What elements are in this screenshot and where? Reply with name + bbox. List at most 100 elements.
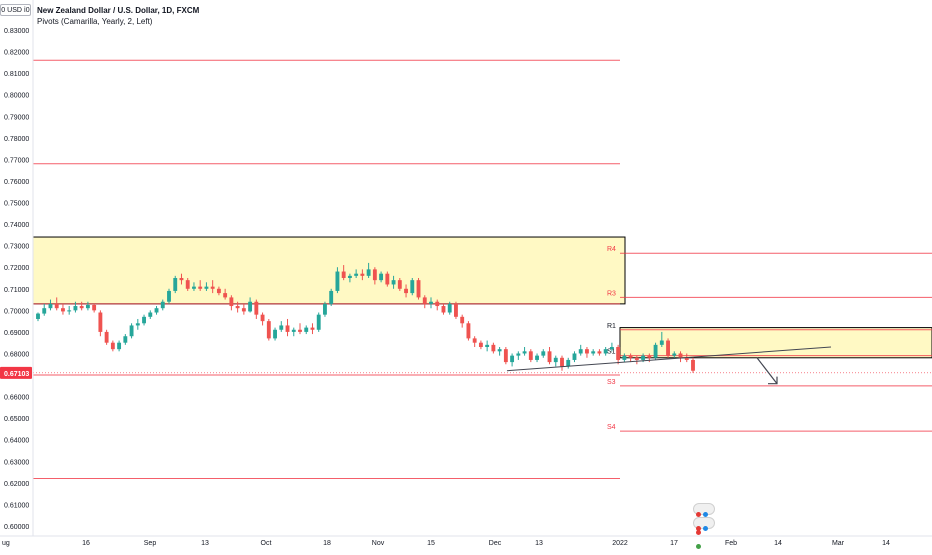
candle-body[interactable] [216, 288, 221, 294]
forecast-arrow-shaft[interactable] [756, 357, 778, 385]
candle-body[interactable] [42, 308, 47, 314]
candle-body[interactable] [691, 359, 695, 371]
candle-body[interactable] [684, 357, 689, 360]
candle-body[interactable] [310, 327, 315, 330]
candle-body[interactable] [404, 288, 408, 294]
candle-body[interactable] [135, 323, 140, 326]
candle-body[interactable] [160, 301, 165, 309]
candle-body[interactable] [67, 310, 72, 312]
economic-event-icon[interactable] [693, 517, 715, 549]
candle-body[interactable] [304, 327, 309, 332]
candle-body[interactable] [609, 347, 614, 350]
candle-body[interactable] [659, 340, 664, 345]
candle-body[interactable] [117, 342, 122, 350]
candle-body[interactable] [416, 280, 421, 298]
candle-body[interactable] [379, 273, 384, 281]
candle-body[interactable] [110, 342, 115, 350]
candle-body[interactable] [628, 355, 633, 358]
candle-body[interactable] [316, 314, 321, 330]
candle-body[interactable] [347, 275, 352, 278]
economic-event-icon[interactable] [693, 503, 715, 535]
candle-body[interactable] [279, 325, 284, 330]
trendline[interactable] [506, 346, 832, 372]
candle-body[interactable] [204, 286, 209, 289]
currency-button[interactable]: 0 USD ⅰ0 [0, 4, 31, 16]
candle-body[interactable] [229, 297, 234, 307]
candle-body[interactable] [360, 273, 365, 276]
candle-body[interactable] [185, 280, 190, 289]
candle-body[interactable] [422, 297, 427, 304]
candle-body[interactable] [585, 349, 589, 354]
candle-body[interactable] [260, 314, 265, 322]
candle-body[interactable] [553, 357, 558, 363]
candle-body[interactable] [254, 301, 259, 315]
supply-demand-zone[interactable] [32, 236, 626, 305]
candle-body[interactable] [622, 355, 627, 360]
candle-body[interactable] [560, 357, 564, 367]
candle-body[interactable] [36, 313, 40, 319]
candle-body[interactable] [61, 308, 65, 312]
candle-body[interactable] [522, 351, 527, 354]
candle-body[interactable] [98, 312, 103, 332]
candle-body[interactable] [79, 306, 84, 309]
candle-body[interactable] [541, 351, 546, 356]
candle-body[interactable] [672, 353, 677, 356]
candle-body[interactable] [447, 303, 452, 313]
candle-body[interactable] [167, 290, 171, 302]
candle-body[interactable] [92, 304, 97, 311]
candle-body[interactable] [591, 351, 596, 354]
candle-body[interactable] [460, 316, 465, 324]
candle-body[interactable] [410, 280, 415, 294]
candle-body[interactable] [291, 329, 296, 332]
candle-body[interactable] [104, 331, 109, 343]
candle-body[interactable] [329, 290, 334, 304]
candle-body[interactable] [192, 286, 196, 289]
candle-body[interactable] [266, 321, 271, 339]
candle-body[interactable] [597, 351, 602, 354]
candle-body[interactable] [485, 344, 490, 348]
candle-body[interactable] [129, 325, 134, 337]
candle-body[interactable] [85, 304, 90, 309]
candle-body[interactable] [335, 271, 340, 291]
candle-body[interactable] [497, 349, 502, 352]
candle-body[interactable] [123, 336, 128, 343]
candle-body[interactable] [429, 301, 433, 304]
candle-body[interactable] [653, 344, 658, 358]
candle-body[interactable] [179, 278, 184, 281]
candle-body[interactable] [148, 312, 153, 317]
candle-body[interactable] [341, 271, 346, 278]
candle-body[interactable] [441, 306, 446, 313]
candle-body[interactable] [478, 342, 483, 348]
candle-body[interactable] [510, 355, 515, 363]
candle-body[interactable] [198, 286, 203, 289]
candle-body[interactable] [210, 286, 215, 289]
candle-body[interactable] [528, 351, 533, 360]
candle-body[interactable] [472, 338, 477, 343]
candle-body[interactable] [235, 306, 240, 309]
candle-body[interactable] [503, 349, 508, 363]
candle-body[interactable] [73, 306, 78, 311]
candle-body[interactable] [454, 303, 458, 317]
candle-body[interactable] [154, 308, 159, 313]
candle-body[interactable] [323, 303, 327, 315]
candle-body[interactable] [516, 353, 521, 356]
candle-body[interactable] [354, 273, 359, 276]
candle-body[interactable] [641, 355, 646, 360]
candle-body[interactable] [435, 301, 440, 307]
candle-body[interactable] [366, 269, 371, 276]
candle-body[interactable] [223, 293, 228, 298]
candle-body[interactable] [54, 303, 59, 309]
candle-body[interactable] [666, 340, 670, 356]
candle-body[interactable] [572, 353, 577, 360]
candle-body[interactable] [603, 349, 608, 354]
candle-body[interactable] [634, 357, 639, 360]
candle-body[interactable] [491, 344, 496, 352]
candle-body[interactable] [285, 325, 290, 332]
candle-body[interactable] [385, 273, 390, 285]
candle-body[interactable] [678, 353, 683, 358]
candle-body[interactable] [535, 355, 539, 360]
candle-body[interactable] [391, 280, 396, 285]
candle-body[interactable] [372, 269, 377, 281]
